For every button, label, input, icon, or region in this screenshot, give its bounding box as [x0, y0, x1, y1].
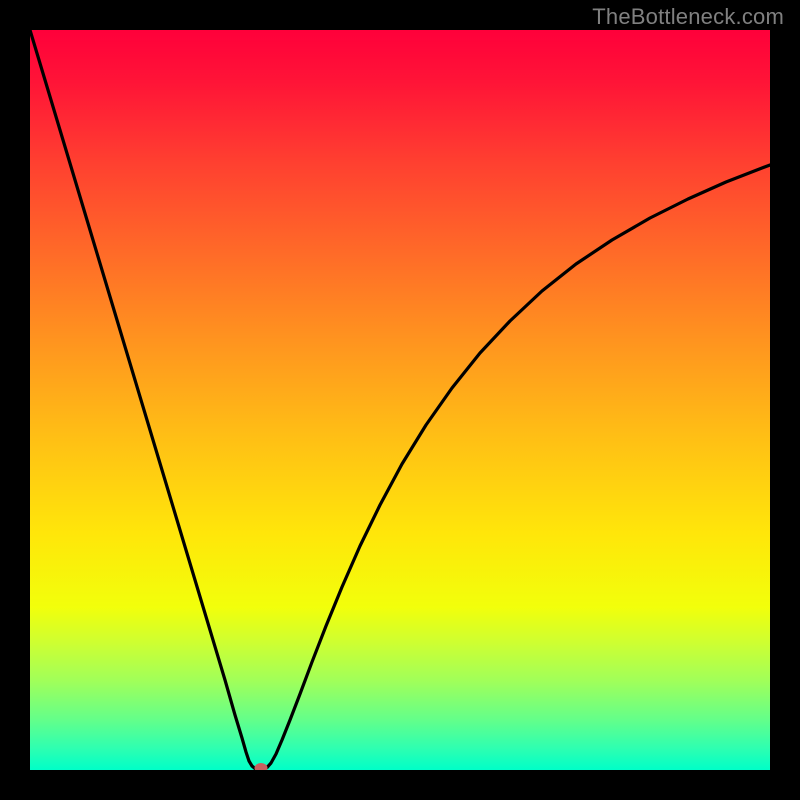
watermark-text: TheBottleneck.com — [592, 4, 784, 30]
chart-svg — [30, 30, 770, 770]
chart-frame: TheBottleneck.com — [0, 0, 800, 800]
plot-area — [30, 30, 770, 770]
